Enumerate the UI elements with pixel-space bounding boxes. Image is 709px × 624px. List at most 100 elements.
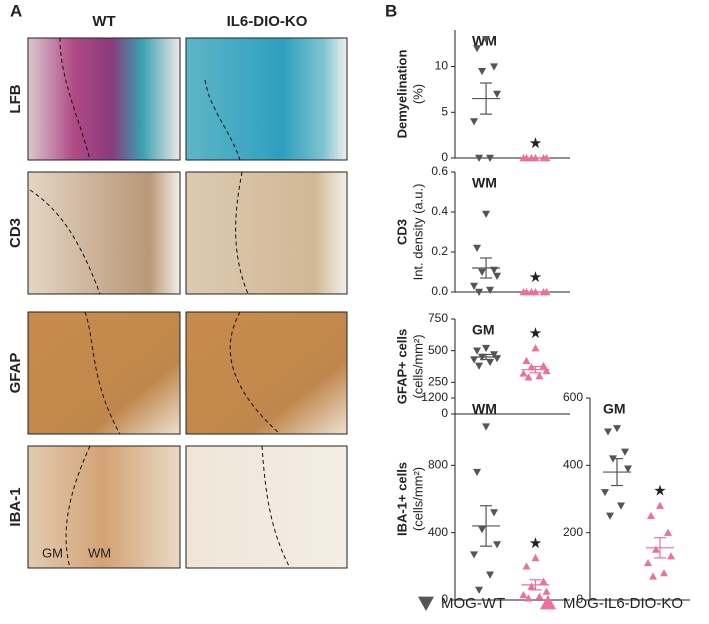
data-point [649, 572, 657, 580]
data-point [470, 282, 479, 290]
data-point [482, 35, 491, 44]
data-point [493, 355, 502, 363]
micrograph [185, 311, 348, 435]
y-axis-label: Int. density (a.u.) [410, 184, 425, 281]
micrographs [27, 37, 348, 569]
micrograph [27, 311, 181, 435]
y-axis-label: CD3 [394, 219, 409, 245]
data-point [613, 425, 621, 433]
data-point [490, 63, 499, 71]
data-point [624, 465, 632, 473]
data-point [617, 502, 625, 510]
y-tick-label: 10 [435, 59, 449, 73]
data-point [475, 288, 484, 296]
data-point [542, 366, 551, 375]
data-point [539, 577, 548, 585]
legend-marker [540, 595, 556, 610]
data-point [535, 372, 544, 380]
data-point [539, 361, 548, 370]
data-point [524, 594, 533, 602]
data-point [482, 344, 491, 353]
data-point [604, 428, 612, 436]
data-point [660, 569, 668, 577]
annotation: WM [472, 33, 497, 49]
data-point [601, 489, 609, 497]
y-axis-label: GFAP+ cells [394, 329, 409, 405]
micrograph [185, 37, 348, 161]
boundaries [29, 37, 291, 569]
column-header: IL6-DIO-KO [227, 13, 308, 30]
row-label: IBA-1 [7, 487, 24, 526]
micrograph [185, 171, 348, 295]
micrograph [27, 445, 181, 569]
data-point [522, 562, 531, 570]
data-point [486, 286, 495, 294]
data-point [478, 67, 487, 76]
column-header: WT [92, 13, 115, 30]
micrograph [27, 37, 181, 161]
y-tick-label: 500 [428, 343, 448, 357]
data-point [470, 118, 479, 126]
data-point [519, 369, 528, 377]
data-point [475, 586, 484, 594]
data-point [535, 592, 544, 600]
data-point [486, 358, 495, 367]
annotation: GM [472, 322, 495, 338]
y-tick-label: 0 [441, 150, 448, 164]
data-point [486, 571, 495, 579]
y-tick-label: 0.0 [431, 284, 448, 298]
annotation: WM [472, 175, 497, 191]
y-tick-label: 0.2 [431, 244, 448, 258]
data-point [493, 541, 502, 549]
data-point [542, 587, 551, 595]
significance-star: ★ [529, 325, 542, 342]
data-point [475, 154, 484, 162]
y-tick-label: 0 [441, 592, 448, 606]
boundary-line [229, 311, 281, 435]
data-point [656, 501, 664, 509]
data-point [527, 582, 536, 590]
boundary-line [261, 445, 291, 569]
boundary-line [65, 445, 91, 569]
y-tick-label: 0 [441, 406, 448, 420]
micrograph [27, 171, 181, 295]
significance-star: ★ [529, 269, 542, 286]
data-point [473, 244, 482, 252]
data-point [486, 154, 495, 162]
row-label: LFB [7, 84, 24, 113]
legend-marker [418, 596, 434, 611]
data-point [524, 373, 533, 381]
data-point [644, 558, 652, 567]
row-label: CD3 [7, 218, 24, 248]
y-tick-label: 400 [428, 525, 448, 539]
data-point [522, 356, 531, 364]
panel-label: A [10, 1, 22, 20]
legend-label: MOG-IL6-DIO-KO [563, 595, 683, 612]
data-point [473, 468, 482, 477]
data-point [470, 551, 479, 559]
data-point [475, 362, 484, 370]
y-tick-label: 0.4 [431, 204, 448, 218]
data-point [473, 45, 482, 53]
data-point [664, 528, 672, 536]
data-point [621, 448, 629, 456]
data-point [482, 423, 491, 431]
data-point [470, 356, 479, 364]
data-point [478, 268, 487, 276]
legend-label: MOG-WT [441, 595, 505, 612]
region-label: GM [42, 545, 63, 560]
boundary-line [204, 79, 241, 161]
y-axis-label: (cells/mm²) [410, 467, 425, 531]
data-point [490, 351, 499, 359]
panel-label: B [385, 1, 397, 20]
data-point [490, 509, 499, 517]
data-point [667, 552, 675, 560]
annotation: GM [603, 401, 626, 417]
data-point [482, 210, 491, 218]
significance-star: ★ [529, 535, 542, 552]
data-point [493, 90, 502, 98]
y-tick-label: 250 [428, 375, 448, 389]
data-point [647, 511, 655, 520]
y-tick-label: 1200 [421, 390, 448, 404]
